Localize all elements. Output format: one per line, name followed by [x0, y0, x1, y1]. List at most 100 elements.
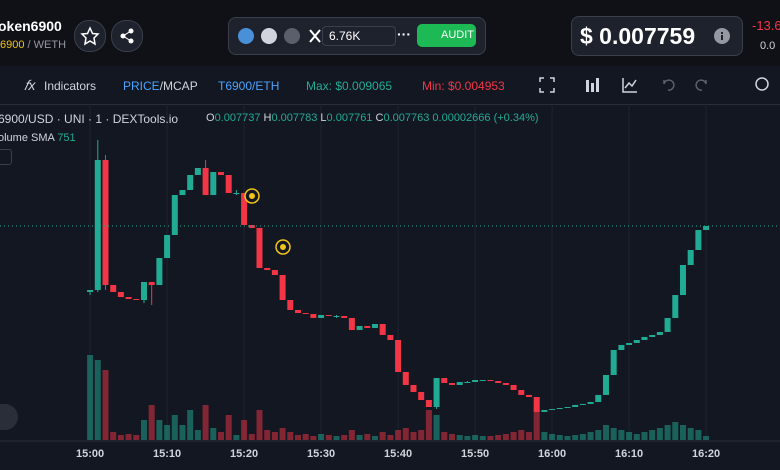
volume-bar	[664, 425, 671, 440]
ohlc-label: O	[206, 112, 215, 124]
candle-body	[233, 192, 240, 194]
candle-body	[703, 225, 710, 231]
fx-icon: 𝑓x	[24, 77, 36, 93]
volume-bar	[325, 435, 332, 440]
volume-bar	[264, 430, 271, 440]
candle-body	[595, 394, 602, 402]
event-marker-dot	[280, 244, 286, 250]
volume-bar	[679, 425, 686, 440]
candle-body	[210, 172, 217, 196]
candle-body	[564, 406, 571, 408]
candle-body	[510, 384, 517, 391]
price-sub: 0.0	[760, 40, 776, 52]
x-tick-label: 15:30	[307, 448, 335, 460]
volume-bar	[687, 428, 694, 440]
volume-legend: olume SMA 751	[0, 132, 76, 144]
volume-bar	[156, 420, 163, 440]
volume-bar	[87, 355, 94, 440]
toolbar	[0, 66, 780, 105]
share-icon	[120, 28, 134, 44]
volume-bar	[310, 436, 317, 440]
volume-bar	[241, 420, 248, 440]
candle-body	[179, 190, 186, 196]
volume-bar	[364, 434, 371, 440]
volume-bar	[371, 436, 378, 440]
collapse-button[interactable]	[0, 149, 12, 165]
volume-bar	[418, 430, 425, 440]
candle-body	[549, 408, 556, 410]
price: $ 0.007759	[580, 23, 696, 49]
x-tick-label: 15:00	[76, 448, 104, 460]
candle-body	[140, 282, 147, 300]
candle-body	[164, 234, 171, 258]
volume-bar	[556, 435, 563, 440]
candle-body	[541, 409, 548, 412]
candle-body	[472, 380, 479, 382]
candle-body	[148, 282, 155, 285]
tv-logo[interactable]	[0, 404, 18, 430]
volume-bar	[549, 434, 556, 440]
candle-body	[525, 394, 532, 398]
volume-bar	[171, 415, 178, 440]
holders-count: 6.76K	[329, 29, 361, 43]
candle-body	[302, 313, 309, 315]
candle-body	[441, 378, 448, 383]
candle-body	[602, 374, 609, 395]
volume-bar	[395, 430, 402, 440]
candle-body	[495, 381, 502, 383]
ohlc-value: 0.007763	[383, 112, 430, 124]
candle-body	[679, 265, 686, 296]
volume-bar	[410, 432, 417, 440]
candle-body	[248, 224, 255, 228]
candle-body	[94, 159, 101, 291]
volume-label: olume SMA	[0, 132, 55, 144]
price-box: $ 0.007759	[571, 16, 743, 56]
volume-bar	[202, 405, 209, 440]
volume-bar	[125, 434, 132, 440]
favorite-button[interactable]	[74, 20, 106, 52]
volume-bar	[194, 430, 201, 440]
toolbar-icons	[539, 77, 769, 93]
candle-body	[610, 349, 617, 375]
volume-bar	[610, 428, 617, 440]
indicators-button[interactable]: Indicators	[44, 79, 97, 93]
volume-bar	[356, 435, 363, 440]
more-icon[interactable]: ···	[397, 26, 411, 42]
volume-bar	[279, 428, 286, 440]
volume-bar	[294, 435, 301, 440]
volume-sma: 751	[57, 132, 76, 144]
volume-bar	[140, 420, 147, 440]
candle-body	[664, 317, 671, 333]
candle-body	[395, 340, 402, 373]
mcap-toggle: /MCAP	[159, 79, 198, 93]
candle-body	[425, 399, 432, 407]
candle-body	[341, 315, 348, 318]
event-marker-dot	[249, 193, 255, 199]
candle-body	[279, 274, 286, 300]
x-tick-label: 15:10	[153, 448, 181, 460]
audit-label: AUDIT	[441, 29, 474, 41]
volume-bar	[564, 436, 571, 440]
volume-bar	[117, 435, 124, 440]
volume-bar	[441, 432, 448, 440]
candle-body	[325, 315, 332, 317]
volume-bar	[579, 434, 586, 440]
pair-base: 6900	[0, 39, 25, 51]
price-mcap-toggle[interactable]: PRICE/MCAP	[123, 79, 198, 93]
volume-bar	[595, 430, 602, 440]
candle-body	[117, 291, 124, 298]
volume-bar	[510, 432, 517, 440]
volume-bar	[94, 360, 101, 440]
volume-bar	[341, 435, 348, 440]
audit-button[interactable]	[417, 24, 476, 47]
volume-bar	[448, 434, 455, 440]
star-icon	[80, 26, 100, 46]
pair-toggle[interactable]: T6900/ETH	[218, 79, 280, 93]
candle-body	[533, 397, 540, 412]
volume-bar	[487, 436, 494, 440]
candle-body	[110, 284, 117, 292]
share-button[interactable]	[111, 20, 143, 52]
candle-body	[556, 407, 563, 409]
holders-box[interactable]	[322, 26, 396, 46]
